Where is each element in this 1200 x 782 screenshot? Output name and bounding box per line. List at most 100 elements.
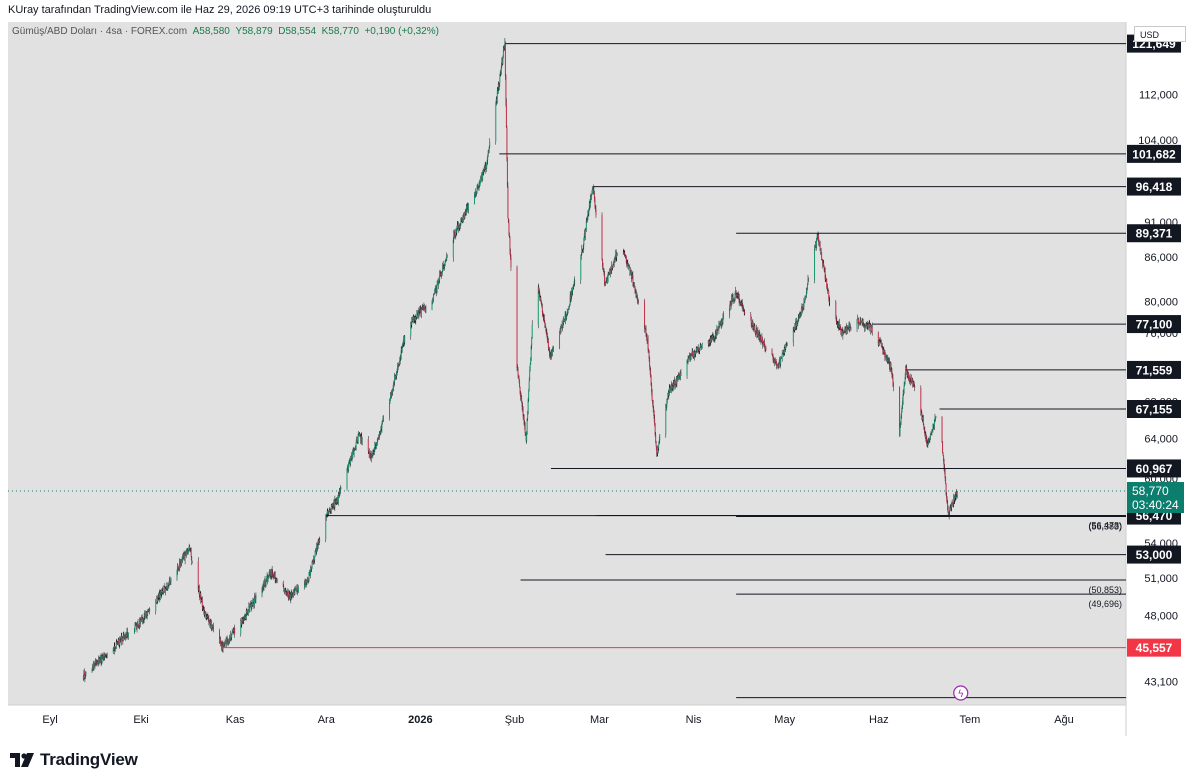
candle-body	[921, 412, 923, 417]
candle-body	[335, 500, 337, 504]
candle-body	[758, 332, 760, 338]
candle-body	[604, 274, 606, 285]
candle-body	[792, 327, 794, 343]
candle-body	[738, 294, 740, 296]
candle-body	[253, 599, 255, 605]
candle-body	[211, 625, 213, 627]
candle-body	[485, 167, 487, 169]
candle-body	[823, 263, 825, 266]
candle-body	[544, 322, 546, 325]
candle-body	[161, 593, 163, 595]
candle-body	[644, 300, 646, 330]
candle-body	[679, 372, 681, 378]
candle-body	[376, 438, 378, 443]
candle-body	[246, 612, 248, 613]
x-tick-label: 2026	[408, 714, 432, 726]
candle-body	[392, 389, 394, 390]
candle-body	[208, 618, 210, 622]
candle-body	[464, 213, 466, 219]
candle-body	[922, 417, 924, 420]
candle-body	[630, 271, 632, 279]
candle-body	[276, 578, 278, 580]
candle-body	[548, 347, 550, 349]
candle-body	[262, 584, 264, 589]
candle-body	[616, 252, 618, 254]
candle-body	[481, 175, 483, 180]
current-price-label: 58,770	[1132, 484, 1169, 498]
candle-body	[692, 351, 694, 357]
candle-body	[402, 343, 404, 346]
candle-body	[452, 239, 454, 258]
candle-body	[291, 595, 293, 597]
candle-body	[505, 102, 507, 128]
level-price-tag	[1127, 399, 1181, 418]
candle-body	[655, 442, 657, 447]
currency-selector[interactable]: USD	[1134, 26, 1186, 42]
candle-body	[166, 586, 168, 589]
candle-body	[583, 233, 585, 240]
candle-body	[798, 317, 800, 319]
candle-body	[476, 192, 478, 194]
candle-body	[311, 567, 313, 569]
candle-body	[477, 185, 479, 187]
candle-body	[314, 556, 316, 561]
candle-body	[593, 192, 595, 199]
price-chart[interactable]: 112,000104,00091,00086,00080,00076,00068…	[8, 22, 1192, 736]
candle-body	[84, 674, 86, 678]
candle-body	[911, 378, 913, 380]
candle-body	[761, 337, 763, 345]
candle-body	[679, 374, 681, 378]
candle-body	[549, 355, 551, 357]
candle-body	[221, 644, 223, 648]
candle-body	[654, 425, 656, 435]
candle-body	[549, 352, 551, 357]
candle-body	[106, 654, 108, 656]
candle-body	[402, 345, 404, 348]
candle-body	[691, 353, 693, 355]
candle-body	[562, 326, 564, 328]
candle-body	[318, 539, 320, 543]
candle-body	[245, 617, 247, 620]
candle-body	[210, 623, 212, 629]
candle-body	[121, 636, 123, 641]
candle-body	[422, 308, 424, 310]
candle-body	[880, 343, 882, 347]
candle-body	[347, 468, 349, 470]
candle-body	[495, 98, 497, 106]
candle-body	[474, 192, 476, 195]
candle-body	[842, 332, 844, 336]
candle-body	[307, 578, 309, 582]
candle-body	[283, 591, 285, 593]
candle-body	[201, 599, 203, 601]
level-price-label: 101,682	[1132, 147, 1176, 161]
candle-body	[611, 264, 613, 271]
candle-body	[351, 455, 353, 459]
candle-body	[586, 219, 588, 222]
candle-body	[666, 402, 668, 408]
symbol-name: Gümüş/ABD Doları · 4sa · FOREX.com	[12, 26, 188, 37]
candle-body	[485, 165, 487, 168]
candle-body	[542, 311, 544, 317]
candle-body	[929, 437, 931, 439]
candle-body	[720, 322, 722, 325]
y-tick-label: 112,000	[1139, 89, 1178, 101]
candle-body	[352, 451, 354, 453]
candle-body	[462, 215, 464, 220]
candle-body	[135, 625, 137, 627]
candle-body	[100, 655, 102, 664]
candle-body	[781, 353, 783, 359]
candle-body	[650, 370, 652, 378]
candle-body	[719, 323, 721, 327]
candle-body	[479, 183, 481, 186]
chart-area[interactable]: 112,000104,00091,00086,00080,00076,00068…	[8, 22, 1192, 736]
candle-body	[336, 500, 338, 502]
candle-body	[197, 561, 199, 590]
candle-body	[689, 356, 691, 360]
candle-body	[528, 391, 530, 400]
candle-body	[271, 569, 273, 574]
candle-body	[785, 345, 787, 347]
candle-body	[955, 491, 957, 498]
candle-body	[800, 307, 802, 315]
candle-body	[200, 593, 202, 600]
candle-body	[465, 212, 467, 214]
